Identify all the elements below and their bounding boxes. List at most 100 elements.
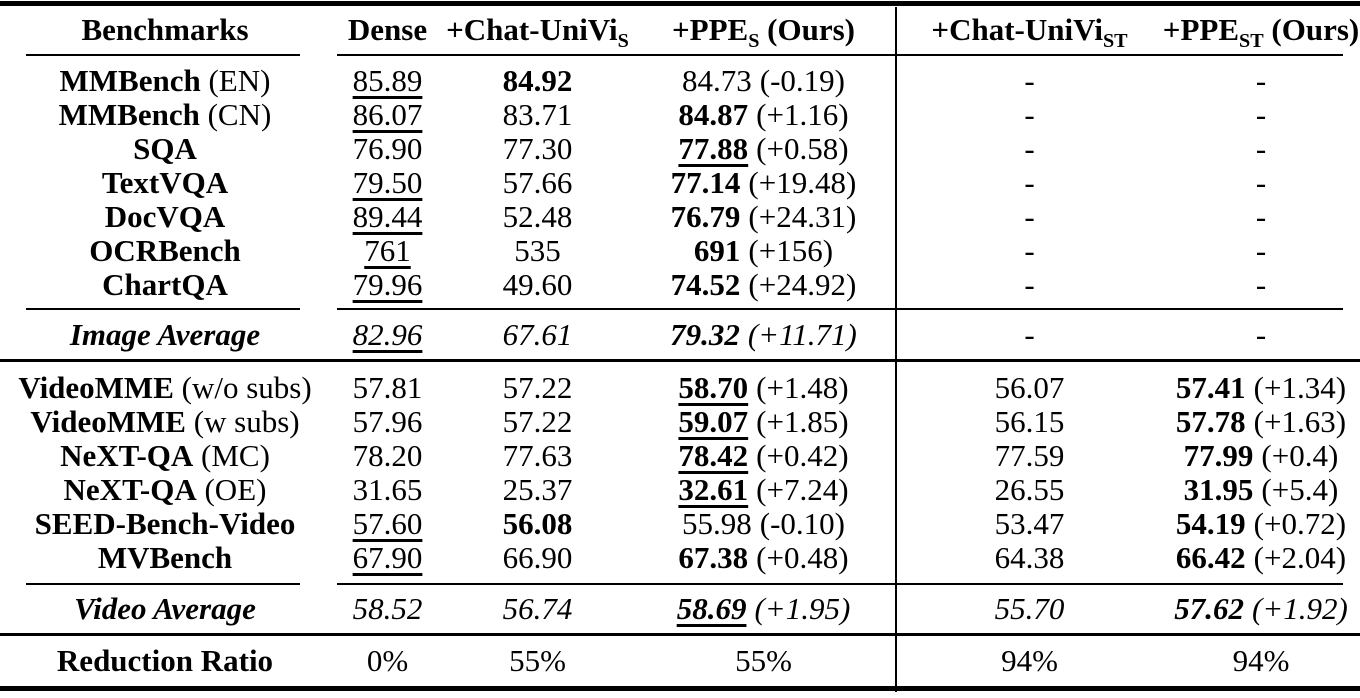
cell-ppe-st: - (1255, 267, 1267, 302)
cell-dense: 31.65 (352, 472, 423, 507)
video-average-divider-rule (0, 583, 1360, 585)
cell-ppe-s: 79.32 (+11.71) (670, 317, 857, 352)
cell-ppe-st: - (1255, 63, 1267, 98)
video-benchmarks-section: VideoMME (w/o subs) 57.81 57.22 58.70 (+1… (0, 362, 1360, 583)
cell-ppe-s: 55.98 (-0.10) (682, 506, 845, 541)
cell-chat-univi-s: 25.37 (502, 472, 573, 507)
cell-chat-univi-st: - (1024, 233, 1035, 268)
cell-ppe-s: 84.87 (+1.16) (678, 97, 849, 132)
benchmark-label: MMBench (CN) (58, 97, 272, 132)
cell-ppe-s: 84.73 (-0.19) (682, 63, 845, 98)
cell-dense: 86.07 (352, 97, 423, 132)
col-header-dense: Dense (330, 6, 445, 54)
cell-chat-univi-s: 535 (514, 233, 561, 268)
cell-ppe-st: - (1255, 199, 1267, 234)
column-group-separator (895, 7, 897, 692)
cell-chat-univi-st: - (1024, 97, 1035, 132)
bottom-rule (0, 686, 1360, 691)
cell-chat-univi-s: 67.61 (502, 317, 573, 352)
cell-chat-univi-st: 64.38 (994, 540, 1065, 575)
cell-ppe-s: 32.61 (+7.24) (678, 472, 849, 507)
cell-ppe-st: 31.95 (+5.4) (1183, 472, 1339, 507)
benchmark-label: Reduction Ratio (56, 643, 274, 678)
cell-dense: 79.96 (352, 267, 423, 302)
cell-chat-univi-s: 84.92 (502, 63, 573, 98)
cell-ppe-s: 58.69 (+1.95) (676, 591, 851, 626)
cell-chat-univi-st: 56.07 (994, 370, 1065, 405)
cell-chat-univi-st: - (1024, 267, 1035, 302)
cell-ppe-s: 77.14 (+19.48) (670, 165, 857, 200)
cell-ppe-st: 54.19 (+0.72) (1175, 506, 1347, 541)
benchmark-label: DocVQA (104, 199, 226, 234)
cell-ppe-st: 94% (1232, 643, 1290, 678)
cell-ppe-st: 77.99 (+0.4) (1183, 438, 1339, 473)
benchmark-label: MVBench (97, 540, 233, 575)
row-video-average: Video Average 58.52 56.74 58.69 (+1.95) 5… (0, 585, 1360, 633)
header-benchmarks-label: Benchmarks (81, 12, 249, 47)
benchmark-label: Video Average (74, 591, 256, 626)
cell-ppe-s: 77.88 (+0.58) (678, 131, 849, 166)
row-ocrbench: OCRBench 761 535 691 (+156) - - (0, 234, 1360, 268)
cell-chat-univi-st: - (1024, 63, 1035, 98)
cell-ppe-st: 57.78 (+1.63) (1175, 404, 1347, 439)
cell-chat-univi-s: 55% (509, 643, 566, 678)
top-rule (0, 1, 1360, 6)
row-mvbench: MVBench 67.90 66.90 67.38 (+0.48) 64.38 6… (0, 541, 1360, 575)
image-benchmarks-section: MMBench (EN) 85.89 84.92 84.73 (-0.19) - … (0, 56, 1360, 308)
cell-chat-univi-st: - (1024, 165, 1035, 200)
cell-dense: 79.50 (352, 165, 423, 200)
col-header-ppe-st: +PPEST (Ours) (1162, 12, 1360, 53)
cell-dense: 57.96 (352, 404, 423, 439)
cell-ppe-s: 74.52 (+24.92) (670, 267, 857, 302)
cell-dense: 58.52 (352, 591, 423, 626)
benchmark-label: TextVQA (101, 165, 229, 200)
benchmark-label: MMBench (EN) (59, 63, 271, 98)
cell-chat-univi-st: - (1024, 131, 1035, 166)
cell-dense: 67.90 (352, 540, 423, 575)
cell-ppe-s: 55% (735, 643, 792, 678)
benchmark-label: NeXT-QA (OE) (63, 472, 267, 507)
cell-dense: 78.20 (352, 438, 423, 473)
cell-chat-univi-s: 57.22 (502, 404, 573, 439)
cell-chat-univi-s: 56.08 (502, 506, 573, 541)
benchmark-label: NeXT-QA (MC) (60, 438, 270, 473)
row-textvqa: TextVQA 79.50 57.66 77.14 (+19.48) - - (0, 166, 1360, 200)
row-reduction-ratio: Reduction Ratio 0% 55% 55% 94% 94% (0, 636, 1360, 686)
cell-dense: 85.89 (352, 63, 423, 98)
cell-dense: 0% (366, 643, 409, 678)
cell-ppe-st: 57.41 (+1.34) (1175, 370, 1347, 405)
cell-chat-univi-s: 83.71 (502, 97, 573, 132)
subscript-st: ST (1239, 30, 1264, 53)
cell-chat-univi-st: 56.15 (994, 404, 1065, 439)
cell-dense: 761 (364, 233, 411, 268)
row-chartqa: ChartQA 79.96 49.60 74.52 (+24.92) - - (0, 268, 1360, 302)
section-divider-rule (0, 359, 1360, 362)
cell-dense: 57.81 (352, 370, 423, 405)
benchmark-label: Image Average (69, 317, 261, 352)
header-row: Benchmarks Dense +Chat-UniViS +PPES (Our… (0, 6, 1360, 54)
cell-chat-univi-st: 53.47 (994, 506, 1065, 541)
header-divider-rule (0, 54, 1360, 56)
row-image-average: Image Average 82.96 67.61 79.32 (+11.71) … (0, 310, 1360, 359)
cell-chat-univi-s: 77.30 (502, 131, 573, 166)
cell-chat-univi-st: - (1024, 199, 1035, 234)
cell-ppe-s: 76.79 (+24.31) (670, 199, 857, 234)
cell-ppe-s: 78.42 (+0.42) (678, 438, 849, 473)
col-header-chat-univi-s: +Chat-UniViS (446, 12, 629, 53)
row-seed-bench-video: SEED-Bench-Video 57.60 56.08 55.98 (-0.10… (0, 507, 1360, 541)
benchmark-label: SQA (133, 131, 197, 166)
col-header-benchmarks: Benchmarks (0, 6, 330, 54)
cell-dense: 82.96 (352, 317, 423, 352)
cell-ppe-st: 66.42 (+2.04) (1175, 540, 1347, 575)
row-sqa: SQA 76.90 77.30 77.88 (+0.58) - - (0, 132, 1360, 166)
cell-ppe-st: - (1255, 97, 1267, 132)
cell-chat-univi-s: 56.74 (502, 591, 573, 626)
cell-ppe-st: - (1255, 131, 1267, 166)
benchmark-label: VideoMME (w/o subs) (18, 370, 312, 405)
image-average-divider-rule (0, 308, 1360, 310)
cell-ppe-s: 67.38 (+0.48) (678, 540, 849, 575)
cell-ppe-st: - (1255, 233, 1267, 268)
cell-chat-univi-st: 94% (1001, 643, 1058, 678)
cell-ppe-s: 59.07 (+1.85) (678, 404, 849, 439)
